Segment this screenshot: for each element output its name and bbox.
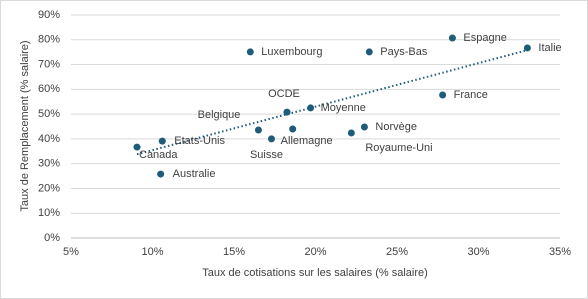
y-tick-label: 40%: [38, 133, 60, 145]
y-tick-label: 0%: [44, 232, 60, 244]
point: [283, 108, 291, 116]
x-tick-label: 20%: [304, 246, 326, 258]
point-label: OCDE: [268, 88, 300, 100]
point: [360, 123, 368, 131]
y-tick-label: 80%: [38, 34, 60, 46]
trendline: [136, 49, 528, 156]
y-tick-label: 90%: [38, 9, 60, 21]
point-label: Pays-Bas: [380, 46, 428, 58]
point-label: Italie: [538, 42, 561, 54]
point-label: Espagne: [463, 32, 506, 44]
point: [289, 125, 297, 133]
point-label: Norvège: [375, 121, 417, 133]
x-tick-label: 30%: [467, 246, 489, 258]
point-label: Luxembourg: [261, 46, 322, 58]
point-label: Australie: [173, 168, 216, 180]
y-tick-label: 20%: [38, 182, 60, 194]
x-axis-title: Taux de cotisations sur les salaires (% …: [202, 267, 428, 279]
point-label: Allemagne: [281, 135, 333, 147]
y-tick-label: 50%: [38, 108, 60, 120]
x-tick-label: 5%: [63, 246, 79, 258]
point: [133, 143, 141, 151]
point: [307, 104, 315, 112]
x-tick-label: 15%: [223, 246, 245, 258]
y-tick-label: 10%: [38, 207, 60, 219]
point-label: Royaume-Uni: [365, 142, 432, 154]
y-tick-label: 60%: [38, 83, 60, 95]
point: [158, 137, 166, 145]
point-label: Etats-Unis: [174, 135, 225, 147]
point: [365, 48, 373, 56]
y-tick-label: 30%: [38, 158, 60, 170]
point: [267, 135, 275, 143]
point-label: Moyenne: [321, 102, 366, 114]
point: [347, 129, 355, 137]
x-tick-label: 35%: [549, 246, 571, 258]
point: [523, 44, 531, 52]
point-label: Belgique: [198, 109, 241, 121]
point: [246, 48, 254, 56]
point: [254, 126, 262, 134]
point-label: Suisse: [250, 149, 283, 161]
point: [448, 34, 456, 42]
x-tick-label: 25%: [386, 246, 408, 258]
point: [157, 170, 165, 178]
point: [439, 91, 447, 99]
point-label: France: [454, 89, 488, 101]
y-axis-title: Taux de Remplacement (% salaire): [19, 40, 31, 211]
y-tick-label: 70%: [38, 58, 60, 70]
point-label: Canada: [139, 149, 178, 161]
x-tick-label: 10%: [141, 246, 163, 258]
